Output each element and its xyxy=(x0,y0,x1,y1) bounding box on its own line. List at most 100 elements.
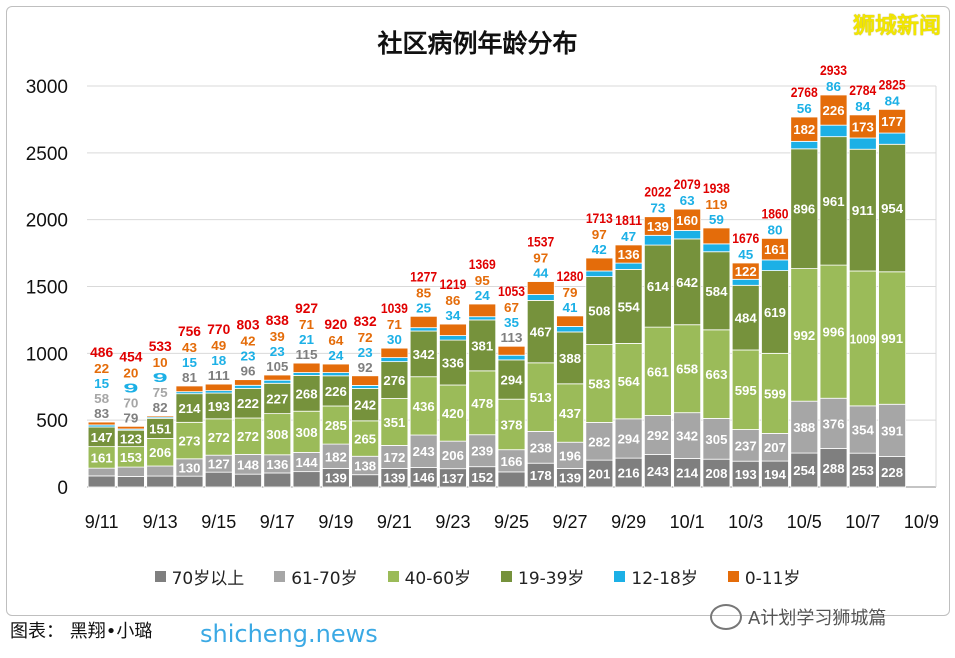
segment-label: 59 xyxy=(709,212,724,227)
segment-label: 896 xyxy=(793,202,815,217)
bar-segment xyxy=(673,238,702,326)
segment-label: 25 xyxy=(416,300,431,315)
total-label: 2933 xyxy=(820,62,847,78)
bar-segment xyxy=(614,343,643,420)
segment-label: 9 xyxy=(153,370,168,385)
segment-label: 642 xyxy=(676,275,698,290)
bar-segment xyxy=(819,94,848,126)
segment-label: 420 xyxy=(442,406,464,421)
segment-label: 658 xyxy=(676,362,698,377)
bar-segment xyxy=(702,329,731,419)
legend-label: 61-70岁 xyxy=(291,569,358,589)
bar-segment xyxy=(468,434,497,468)
bar-segment xyxy=(790,452,819,488)
segment-label: 207 xyxy=(764,440,786,455)
bar-segment xyxy=(204,418,233,456)
bar-segment xyxy=(848,148,877,272)
site-watermark: shicheng.news xyxy=(200,620,378,648)
bar-segment xyxy=(526,281,555,295)
bar-segment xyxy=(790,268,819,402)
segment-label: 599 xyxy=(764,386,786,401)
bar-segment xyxy=(878,271,906,405)
bar-segment xyxy=(790,116,819,142)
segment-label: 97 xyxy=(533,251,548,266)
bar-segment xyxy=(643,234,672,246)
bar-segment xyxy=(556,383,584,443)
bar-segment xyxy=(321,372,350,377)
legend-item: 70岁以上 xyxy=(154,564,245,589)
segment-label: 294 xyxy=(501,373,524,388)
segment-label: 30 xyxy=(387,332,402,347)
segment-label: 208 xyxy=(705,466,727,481)
bar-segment xyxy=(409,376,438,436)
x-tick-label: 9/19 xyxy=(318,512,353,532)
segment-label: 105 xyxy=(266,359,288,374)
segment-label: 182 xyxy=(793,122,815,137)
bar-segment xyxy=(526,294,555,301)
legend-swatch xyxy=(501,571,513,582)
segment-label: 173 xyxy=(852,119,874,134)
total-label: 1369 xyxy=(469,256,496,272)
bar-segment xyxy=(556,441,584,469)
legend-label: 19-39岁 xyxy=(518,569,585,589)
segment-label: 282 xyxy=(588,434,610,449)
total-label: 838 xyxy=(266,312,289,328)
segment-label: 336 xyxy=(442,356,464,371)
segment-label: 239 xyxy=(471,444,493,459)
bar-segment xyxy=(790,140,819,150)
bar-segment xyxy=(439,323,467,336)
y-tick-label: 500 xyxy=(36,411,68,432)
segment-label: 18 xyxy=(211,353,226,368)
segment-label: 222 xyxy=(237,396,259,411)
segment-label: 144 xyxy=(296,455,319,470)
segment-label: 136 xyxy=(266,457,288,472)
segment-label: 122 xyxy=(735,264,757,279)
bar-segment xyxy=(263,374,292,381)
segment-label: 63 xyxy=(680,193,695,208)
bar-segment xyxy=(556,315,584,327)
segment-label: 478 xyxy=(471,396,493,411)
segment-label: 272 xyxy=(208,430,230,445)
segment-label: 153 xyxy=(120,450,142,465)
total-label: 1277 xyxy=(410,268,437,284)
bar-segment xyxy=(292,471,321,488)
legend-item: 40-60岁 xyxy=(387,564,471,589)
wechat-icon xyxy=(710,604,742,630)
segment-label: 513 xyxy=(530,390,552,405)
segment-label: 294 xyxy=(618,431,641,446)
segment-label: 35 xyxy=(504,315,519,330)
legend-swatch xyxy=(154,571,166,582)
segment-label: 9 xyxy=(123,380,138,395)
segment-label: 82 xyxy=(153,400,168,415)
segment-label: 85 xyxy=(416,285,431,300)
bar-segment xyxy=(321,363,350,373)
segment-label: 86 xyxy=(826,79,841,94)
y-tick-label: 0 xyxy=(57,478,68,499)
bar-segment xyxy=(673,324,702,414)
bar-segment xyxy=(819,136,848,266)
bar-segment xyxy=(526,362,555,432)
bar-segment xyxy=(117,476,145,488)
segment-label: 15 xyxy=(94,376,109,391)
bar-segment xyxy=(234,384,262,389)
segment-label: 49 xyxy=(211,338,226,353)
total-label: 533 xyxy=(149,338,172,354)
segment-label: 437 xyxy=(559,406,581,421)
segment-label: 484 xyxy=(735,311,758,326)
x-tick-label: 9/17 xyxy=(260,512,295,532)
bar-segment xyxy=(731,349,760,430)
segment-label: 381 xyxy=(471,338,493,353)
segment-label: 206 xyxy=(442,448,464,463)
segment-label: 376 xyxy=(823,416,845,431)
bar-segment xyxy=(497,471,526,488)
segment-label: 39 xyxy=(270,329,285,344)
segment-label: 92 xyxy=(358,360,373,375)
x-tick-label: 9/27 xyxy=(553,512,588,532)
legend-swatch xyxy=(387,571,399,582)
legend-label: 70岁以上 xyxy=(171,569,245,589)
bar-segment xyxy=(380,361,409,399)
x-tick-label: 9/23 xyxy=(435,512,470,532)
segment-label: 378 xyxy=(501,417,523,432)
bar-segment xyxy=(878,132,906,145)
bar-segment xyxy=(731,278,760,286)
